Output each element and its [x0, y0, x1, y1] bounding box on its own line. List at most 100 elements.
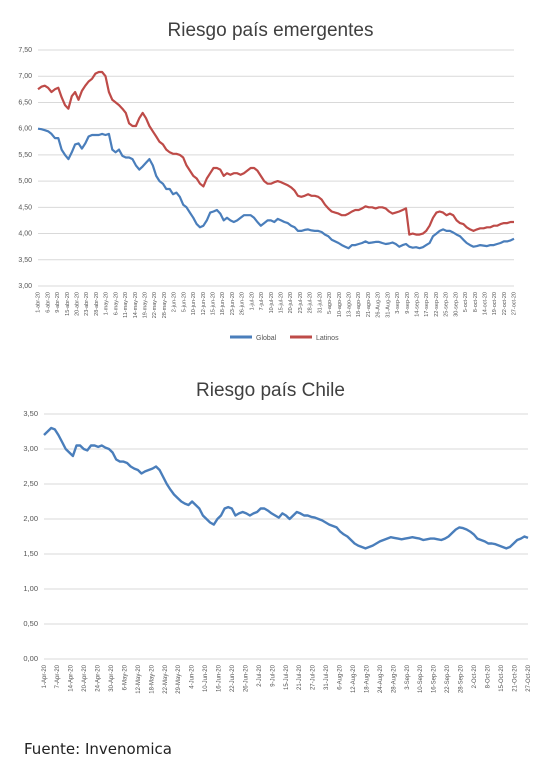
- x-tick-label: 26-Aug-20: [376, 292, 382, 318]
- x-tick-label: 8-oct-20: [473, 292, 479, 312]
- x-tick-label: 2-Oct-20: [472, 664, 478, 688]
- legend-label-latinos: Latinos: [316, 335, 339, 342]
- x-tick-label: 5-ago-20: [327, 292, 333, 314]
- x-tick-label: 14-sep-20: [415, 292, 421, 317]
- x-tick-label: 18-jun-20: [220, 292, 226, 315]
- y-tick-label: 7,50: [18, 47, 32, 54]
- x-tick-label: 30-Apr-20: [109, 664, 115, 691]
- source-note: Fuente: Invenomica: [24, 740, 172, 758]
- x-tick-label: 30-sep-20: [453, 292, 459, 317]
- series-line-global: [37, 127, 515, 250]
- x-tick-label: 22-may-20: [152, 292, 158, 318]
- x-tick-label: 6-may-20: [113, 292, 119, 315]
- x-tick-label: 1-may-20: [104, 292, 110, 315]
- x-tick-label: 26-Jun-20: [243, 664, 249, 692]
- x-tick-label: 1-jul-20: [249, 292, 255, 310]
- x-tick-label: 31-Jul-20: [324, 664, 330, 690]
- x-tick-label: 23-jun-20: [230, 292, 236, 315]
- x-tick-label: 10-Jun-20: [203, 664, 209, 692]
- y-tick-label: 5,50: [18, 152, 32, 159]
- y-tick-label: 7,00: [18, 73, 32, 80]
- x-tick-label: 27-Jul-20: [311, 664, 317, 690]
- y-tick-label: 5,00: [18, 178, 32, 185]
- y-tick-label: 3,50: [18, 257, 32, 264]
- y-tick-label: 2,00: [23, 514, 38, 523]
- chile-chart-plot: 0,00 0,50 1,00 1,50 2,00 2,50 3,00 3,50 1-Apr-20…: [23, 409, 532, 694]
- x-tick-label: 20-jul-20: [288, 292, 294, 313]
- x-tick-label: 1-Apr-20: [42, 664, 48, 688]
- x-tick-label: 3-Sep-20: [405, 664, 411, 689]
- x-tick-label: 19-may-20: [143, 292, 149, 318]
- x-tick-label: 22-Sep-20: [445, 664, 451, 693]
- x-tick-label: 9-Jul-20: [270, 664, 276, 686]
- x-tick-label: 14-Apr-20: [69, 664, 75, 691]
- y-tick-label: 3,50: [23, 409, 38, 418]
- y-tick-label: 4,50: [18, 204, 32, 211]
- x-tick-label: 14-oct-20: [483, 292, 489, 315]
- y-tick-label: 4,00: [18, 231, 32, 238]
- x-tick-label: 3-sep-20: [395, 292, 401, 314]
- emergentes-chart: Riesgo país emergentes 3,00 3,50 4,00 4,50 5…: [0, 0, 541, 350]
- x-tick-label: 15-Oct-20: [499, 664, 505, 691]
- x-tick-label: 12-May-20: [136, 664, 142, 693]
- series-line-latinos: [37, 70, 514, 236]
- y-tick-label: 6,50: [18, 99, 32, 106]
- series-line-chile: [43, 426, 529, 550]
- x-tick-label: 1-abr-20: [36, 292, 42, 313]
- x-tick-label: 21-Jul-20: [297, 664, 303, 690]
- x-tick-label: 18-May-20: [149, 664, 155, 693]
- y-tick-label: 2,50: [23, 479, 38, 488]
- x-tick-label: 15-abr-20: [65, 292, 71, 316]
- y-tick-label: 3,00: [23, 444, 38, 453]
- x-tick-label: 22-sep-20: [434, 292, 440, 317]
- x-tick-label: 18-Aug-20: [364, 664, 370, 693]
- x-tick-label: 22-oct-20: [502, 292, 508, 315]
- y-tick-label: 1,00: [23, 584, 38, 593]
- x-tick-label: 18-ago-20: [356, 292, 362, 317]
- x-tick-label: 31-Aug-20: [385, 292, 391, 318]
- x-tick-label: 9-sep-20: [405, 292, 411, 314]
- x-tick-label: 23-jul-20: [298, 292, 304, 313]
- x-tick-label: 28-may-20: [162, 292, 168, 318]
- y-tick-label: 6,00: [18, 126, 32, 133]
- x-tick-label: 26-jun-20: [240, 292, 246, 315]
- x-tick-label: 24-Apr-20: [96, 664, 102, 691]
- x-tick-label: 5-oct-20: [463, 292, 469, 312]
- emergentes-chart-title: Riesgo país emergentes: [167, 20, 374, 41]
- x-tick-label: 20-abr-20: [75, 292, 81, 316]
- x-tick-label: 22-May-20: [163, 664, 169, 693]
- x-tick-label: 2-jun-20: [172, 292, 178, 312]
- x-tick-label: 7-jul-20: [259, 292, 265, 310]
- x-tick-label: 10-Sep-20: [418, 664, 424, 693]
- x-tick-label: 7-Apr-20: [55, 664, 61, 688]
- x-tick-label: 9-abr-20: [55, 292, 61, 313]
- x-tick-label: 12-Aug-20: [351, 664, 357, 693]
- x-tick-label: 5-jun-20: [181, 292, 187, 312]
- x-tick-label: 6-Aug-20: [338, 664, 344, 689]
- y-tick-label: 3,00: [18, 283, 32, 290]
- x-tick-label: 28-Aug-20: [391, 664, 397, 693]
- x-tick-label: 10-ago-20: [337, 292, 343, 317]
- x-tick-label: 2-Jul-20: [257, 664, 263, 686]
- x-tick-label: 10-jul-20: [269, 292, 275, 313]
- x-tick-label: 27-Oct-20: [526, 664, 532, 691]
- x-tick-label: 23-abr-20: [84, 292, 90, 316]
- x-tick-label: 22-Jun-20: [230, 664, 236, 692]
- x-tick-label: 29-May-20: [176, 664, 182, 693]
- emergentes-chart-plot: 3,00 3,50 4,00 4,50 5,00 5,50 6,00 6,50 7,00 7,50…: [18, 47, 518, 342]
- x-tick-label: 14-may-20: [133, 292, 139, 318]
- x-tick-label: 16-Jun-20: [217, 664, 223, 692]
- chile-chart-title: Riesgo país Chile: [196, 380, 345, 401]
- x-tick-label: 21-ago-20: [366, 292, 372, 317]
- x-tick-label: 21-Oct-20: [512, 664, 518, 691]
- x-tick-label: 11-may-20: [123, 292, 129, 318]
- x-tick-label: 24-Aug-20: [378, 664, 384, 693]
- x-tick-label: 27-oct-20: [512, 292, 518, 315]
- legend-label-global: Global: [256, 335, 277, 342]
- x-tick-label: 15-Jul-20: [284, 664, 290, 690]
- y-tick-label: 0,00: [23, 654, 38, 663]
- x-tick-label: 13-ago-20: [347, 292, 353, 317]
- y-tick-label: 0,50: [23, 619, 38, 628]
- x-tick-label: 31-jul-20: [317, 292, 323, 313]
- chile-chart: Riesgo país Chile 0,00 0,50 1,00 1,50 2,00 2,…: [0, 360, 541, 720]
